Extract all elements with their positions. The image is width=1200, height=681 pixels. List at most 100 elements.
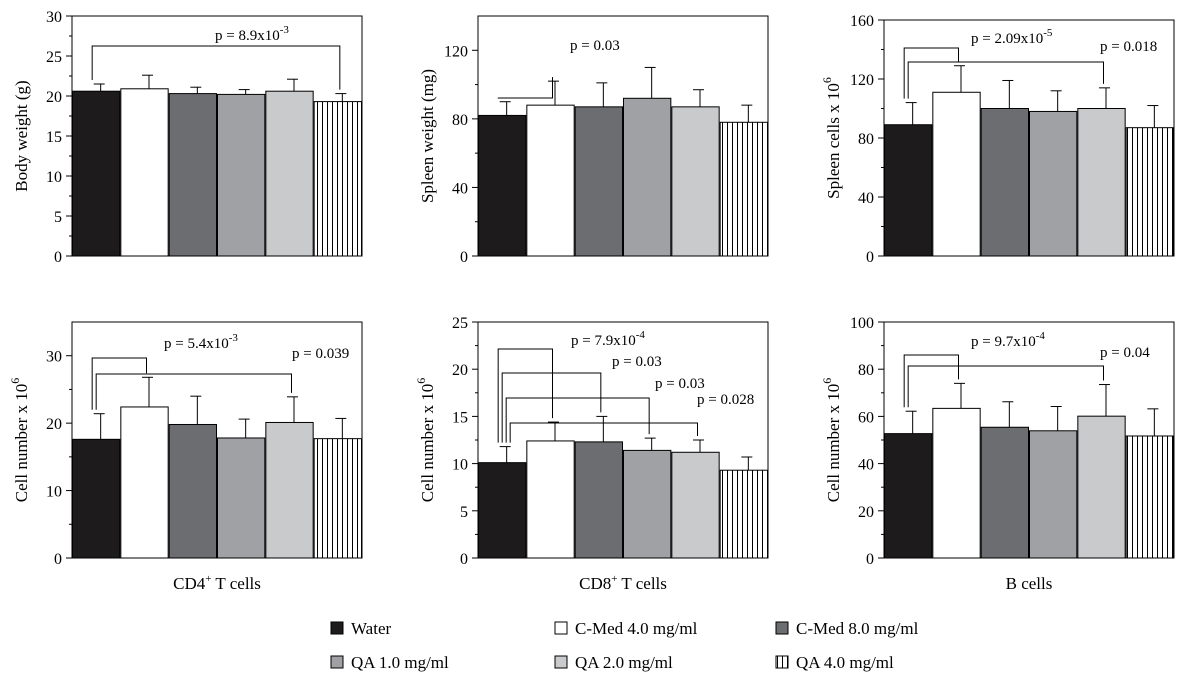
bar [671,106,720,257]
y-tick-label: 10 [46,169,62,186]
y-tick-label: 10 [46,484,62,501]
p-value-text: p = 5.4x10 [164,336,229,352]
bar [526,104,575,257]
p-value-text: p = 0.028 [697,392,754,408]
bar [526,440,575,559]
legend-item: Water [330,619,391,638]
bar [980,426,1030,559]
bar [719,121,769,257]
significance-bracket [91,45,341,90]
y-tick-label: 20 [46,89,62,106]
y-axis-title: Cell number x 106 [414,378,437,503]
bar [120,88,169,257]
y-tick-label: 10 [452,457,468,474]
y-tick-label: 120 [444,43,468,60]
significance-bracket [497,348,553,443]
p-value-label: p = 0.018 [1100,39,1157,55]
chart-panel-6: 0 20 40 60 80 100 Cell number x 106 p = 9.7x10-… [820,315,1175,593]
p-value-text: p = 0.03 [612,354,662,370]
y-tick-label: 40 [452,180,468,197]
bar [265,421,314,559]
y-tick-label: 40 [858,190,874,207]
p-value-text: p = 9.7x10 [971,334,1036,350]
significance-bracket [903,47,959,99]
y-axis-title: Spleen weight (mg) [418,69,437,203]
y-axis-title: Cell number x 106 [8,378,31,503]
x-axis-title-sup: + [205,573,211,585]
bar [932,91,981,257]
y-tick-label: 0 [54,551,62,568]
legend-item: C-Med 4.0 mg/ml [554,619,698,638]
p-value-exponent: -4 [636,329,646,341]
p-value-label: p = 0.03 [570,38,620,54]
p-value-text: p = 7.9x10 [571,333,636,349]
y-axis-title-text: Cell number x 10 [418,384,437,503]
y-axis-title-text: Spleen cells x 10 [824,83,843,199]
significance-bracket [501,372,602,443]
y-tick-label: 0 [460,249,468,266]
p-value-exponent: -3 [229,332,239,344]
significance-bracket [903,354,959,408]
y-tick-label: 30 [46,9,62,26]
bar [313,438,362,559]
y-tick-label: 25 [452,315,468,332]
bar [120,406,169,559]
chart-panel-4: 0 10 20 30 Cell number x 106 p = 5.4x10-3 p = … [8,321,363,593]
y-axis-title-sup: 6 [8,378,22,384]
x-axis-title-text: B cells [1006,574,1053,593]
y-axis-title-sup: 6 [820,77,834,83]
p-value-label: p = 8.9x10-3 [215,24,289,44]
bar [574,106,624,257]
significance-bracket [509,422,698,443]
x-axis-title-text: CD8 [579,574,611,593]
p-value-text: p = 0.03 [655,376,705,392]
x-axis-title: B cells [1006,574,1053,593]
y-axis-title: Spleen cells x 106 [820,77,843,199]
y-axis-title-sup: 6 [820,378,834,384]
p-value-exponent: -4 [1036,330,1046,342]
y-tick-label: 30 [46,349,62,366]
y-tick-label: 80 [858,362,874,379]
bar [574,441,624,559]
legend-label: C-Med 4.0 mg/ml [575,619,698,638]
legend-item: C-Med 8.0 mg/ml [775,619,919,638]
legend-label: QA 2.0 mg/ml [575,653,673,672]
y-tick-label: 25 [46,49,62,66]
p-value-label: p = 7.9x10-4 [571,329,645,349]
bar [72,438,121,559]
y-tick-label: 20 [46,416,62,433]
chart-panel-2: 0 40 80 120 Spleen weight (mg) p = 0.03 [418,15,769,266]
bar [72,90,121,257]
y-tick-label: 5 [460,504,468,521]
p-value-label: p = 2.09x10-5 [971,27,1053,47]
x-axis-title-rest: T cells [211,574,260,593]
y-axis-title: Body weight (g) [12,80,31,191]
y-tick-label: 0 [866,249,874,266]
y-tick-label: 15 [46,129,62,146]
y-axis-title-text: Cell number x 10 [824,384,843,503]
p-value-label: p = 0.04 [1100,345,1150,361]
y-tick-label: 120 [850,72,874,89]
significance-bracket [505,397,650,443]
p-value-text: p = 0.039 [292,346,349,362]
p-value-text: p = 0.04 [1100,345,1150,361]
legend-swatch [554,621,568,635]
p-value-label: p = 9.7x10-4 [971,330,1045,350]
y-tick-label: 40 [858,457,874,474]
legend-swatch [775,621,789,635]
y-tick-label: 100 [850,315,874,332]
p-value-text: p = 2.09x10 [971,31,1043,47]
y-axis-title-text: Body weight (g) [12,80,31,191]
bar [478,462,527,559]
bar [1125,127,1174,257]
bar [265,90,314,257]
p-value-label: p = 0.03 [612,354,662,370]
y-tick-label: 20 [452,362,468,379]
p-value-text: p = 0.018 [1100,39,1157,55]
bar [719,469,769,559]
x-axis-title-text: CD4 [173,574,206,593]
bar [313,101,362,257]
significance-bracket [907,61,1104,99]
legend-swatch [330,655,344,669]
